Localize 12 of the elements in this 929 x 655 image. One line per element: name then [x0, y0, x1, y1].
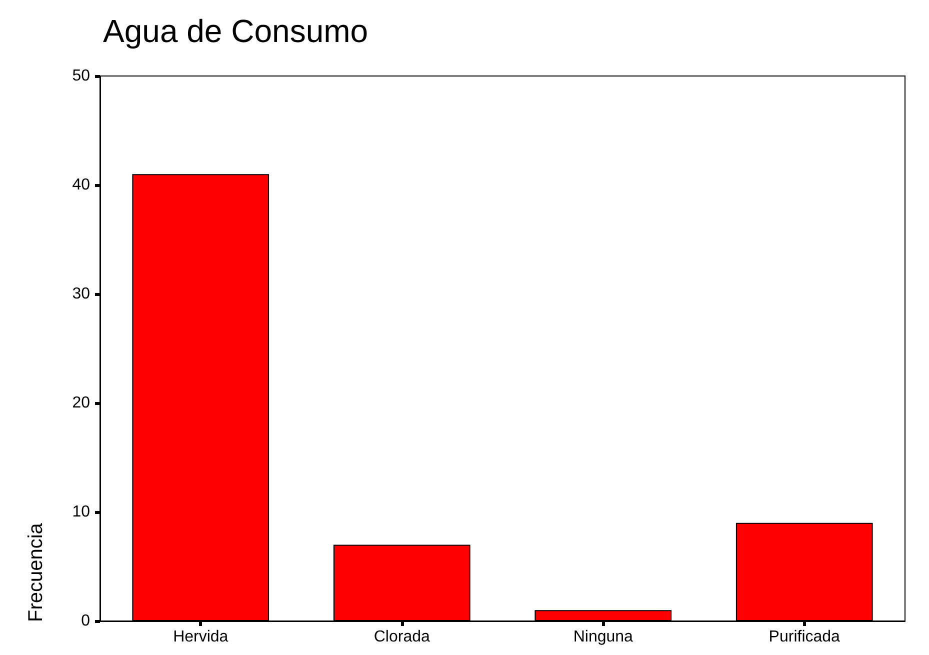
y-tick-label: 10 [72, 504, 90, 520]
y-tick-label: 20 [72, 394, 90, 412]
y-tick-label: 40 [72, 176, 90, 194]
x-tick-label: Purificada [768, 628, 840, 646]
x-tick-label: Clorada [374, 628, 430, 646]
y-tick-label: 50 [72, 68, 90, 84]
y-axis-title: Frecuencia [25, 522, 47, 622]
x-tick-label: Hervida [173, 628, 228, 646]
y-tick-label: 30 [72, 286, 90, 302]
y-tick-label: 0 [81, 612, 90, 630]
chart-title: Agua de Consumo [103, 13, 368, 49]
x-tick-label: Ninguna [573, 628, 634, 646]
